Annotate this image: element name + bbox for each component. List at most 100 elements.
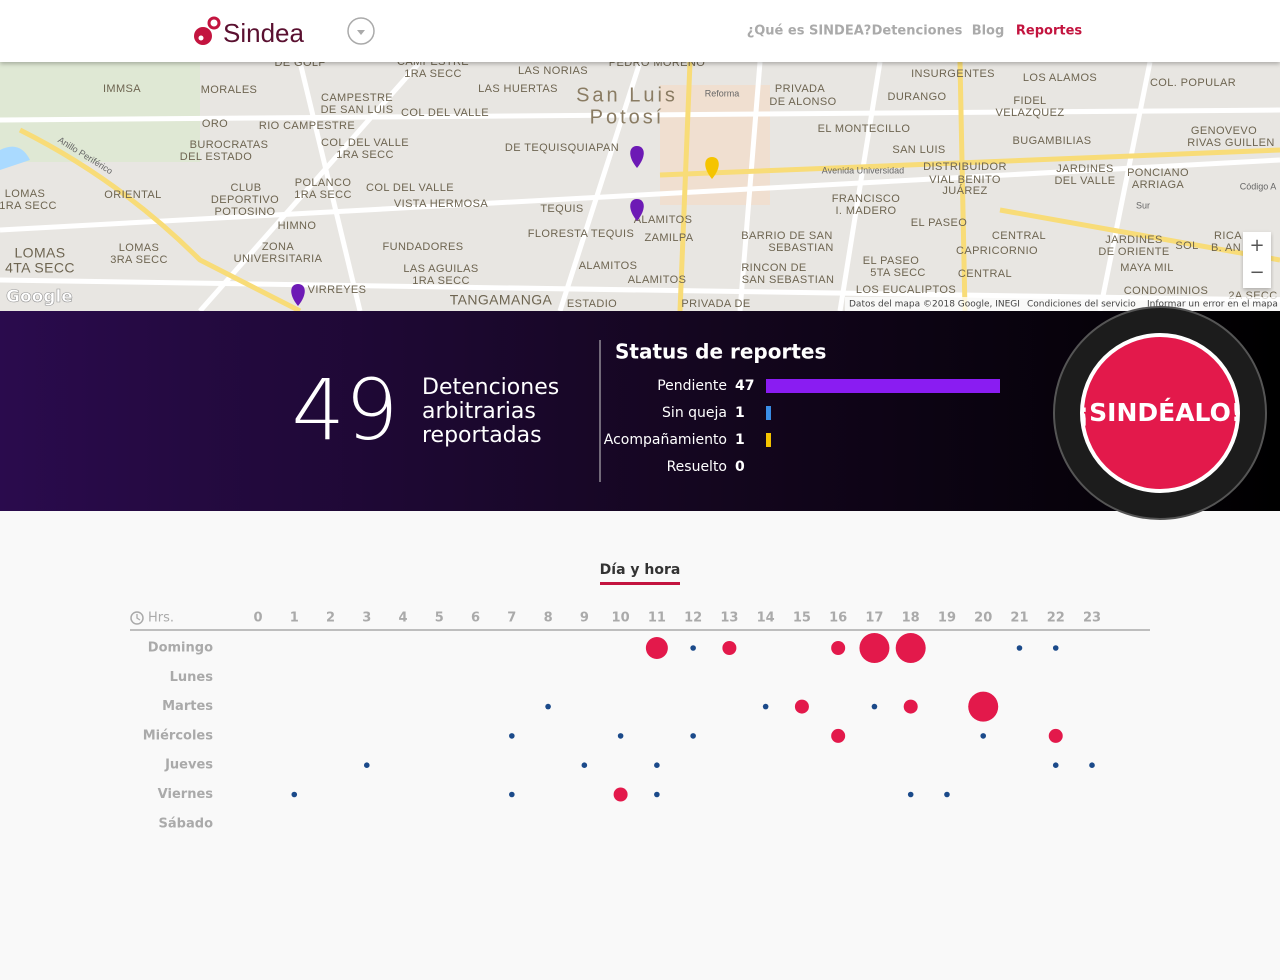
- map-label: DE ALONSO: [769, 96, 836, 108]
- status-bar: [766, 379, 1000, 393]
- map-label: DEL VALLE: [1054, 175, 1115, 187]
- map-label: LAS AGUILAS: [403, 263, 478, 275]
- zoom-in[interactable]: +: [1249, 235, 1264, 256]
- map-water: [0, 146, 30, 170]
- map-attribution: Datos del mapa ©2018 Google, INEGI: [849, 300, 1020, 310]
- day-label: Lunes: [170, 670, 214, 685]
- map-label: FUNDADORES: [382, 241, 463, 253]
- map-label: 1RA SECC: [0, 200, 57, 212]
- map-label: PEDRO MORENO: [609, 57, 706, 69]
- x-tick-label: 4: [399, 611, 408, 626]
- map-label: JARDINES: [1105, 234, 1163, 246]
- map-terms[interactable]: Condiciones del servicio: [1027, 300, 1136, 310]
- punch-dot: [1052, 645, 1059, 651]
- status-value: 1: [735, 432, 745, 448]
- map-label: POLANCO: [295, 177, 352, 189]
- map-label: DEL ESTADO: [180, 151, 253, 163]
- chart-title[interactable]: Día y hora: [600, 562, 681, 578]
- x-tick-label: 10: [612, 611, 630, 626]
- map-label: FRANCISCO: [832, 193, 900, 205]
- map-pin[interactable]: [630, 199, 644, 221]
- zoom-out[interactable]: −: [1249, 262, 1264, 283]
- x-tick-label: 20: [974, 611, 992, 626]
- dropdown[interactable]: [347, 17, 375, 45]
- map-label: 4TA SECC: [5, 260, 75, 276]
- status-title: Status de reportes: [615, 340, 826, 364]
- x-tick-label: 8: [544, 611, 553, 626]
- punch-dot: [722, 641, 737, 655]
- map-label: SAN SEBASTIAN: [742, 274, 835, 286]
- punch-dot: [645, 637, 668, 659]
- day-label: Martes: [162, 699, 213, 714]
- navbar: Sindea ¿Qué es SINDEA? Detenciones Blog Rep…: [0, 0, 1280, 62]
- punch-dot: [1048, 728, 1063, 743]
- x-tick-label: 18: [902, 611, 920, 626]
- punch-dot: [654, 791, 660, 798]
- map-label: JARDINES: [1056, 163, 1114, 175]
- status-bar: [766, 406, 771, 420]
- map-label: COL DEL VALLE: [401, 107, 489, 119]
- map-label: LAS HUERTAS: [478, 83, 558, 95]
- map-pin[interactable]: [291, 284, 305, 306]
- x-tick-label: 22: [1047, 611, 1065, 626]
- map-label: Potosí: [590, 106, 665, 128]
- x-tick-label: 7: [507, 611, 516, 626]
- punch-dot: [859, 633, 890, 663]
- x-tick-label: 9: [580, 611, 589, 626]
- tab-underline: [600, 582, 680, 585]
- logo-icon[interactable]: [194, 16, 221, 45]
- nav-link[interactable]: ¿Qué es SINDEA?: [747, 24, 872, 39]
- nav-link[interactable]: Reportes: [1016, 24, 1083, 39]
- map-label: ORIENTAL: [104, 189, 161, 201]
- punch-dot: [690, 733, 696, 739]
- map-label: SEBASTIAN: [768, 242, 833, 254]
- map-label: DE TEQUISQUIAPAN: [505, 142, 619, 154]
- map-pin[interactable]: [705, 157, 719, 179]
- map-report[interactable]: Informar un error en el mapa: [1147, 300, 1278, 310]
- map-label: MAYA MIL: [1120, 262, 1174, 274]
- nav-link[interactable]: Detenciones: [872, 24, 963, 39]
- punch-dot: [944, 791, 950, 798]
- map-label: 1RA SECC: [294, 189, 352, 201]
- x-tick-label: 19: [938, 611, 956, 626]
- punch-dot: [871, 703, 878, 710]
- x-axis-label: Hrs.: [148, 611, 174, 626]
- map-label: CENTRAL: [958, 268, 1012, 280]
- map-label: LOS EUCALIPTOS: [856, 284, 956, 296]
- x-tick-label: 0: [253, 611, 262, 626]
- map-label: VIAL BENITO: [929, 174, 1001, 186]
- map-label: Avenida Universidad: [822, 165, 904, 175]
- cta-button[interactable]: [1080, 333, 1240, 493]
- x-tick-label: 23: [1083, 611, 1101, 626]
- map-label: 3RA SECC: [110, 254, 168, 266]
- map-pins: [291, 146, 719, 306]
- day-label: Viernes: [158, 787, 214, 802]
- map-label: INSURGENTES: [911, 68, 995, 80]
- map-label: CONDOMINIOS: [1124, 285, 1208, 297]
- map-label: 1RA SECC: [336, 149, 394, 161]
- nav-link[interactable]: Blog: [972, 24, 1005, 39]
- cta-label[interactable]: ¡SINDÉALO!: [1078, 398, 1243, 427]
- status-name: Resuelto: [667, 459, 727, 475]
- map-label: DE ORIENTE: [1098, 246, 1169, 258]
- punch-dot: [613, 787, 628, 802]
- map-label: COL. POPULAR: [1150, 77, 1236, 89]
- punch-dot: [831, 641, 846, 655]
- caption: Detenciones: [422, 375, 559, 400]
- punch-dot: [968, 691, 999, 722]
- status-name: Pendiente: [657, 378, 727, 394]
- navbar-bg: [0, 0, 1280, 62]
- map-label: PRIVADA: [775, 83, 826, 95]
- map-label: ALAMITOS: [634, 214, 693, 226]
- x-tick-label: 1: [290, 611, 299, 626]
- x-tick-label: 14: [757, 611, 775, 626]
- punch-dot: [363, 762, 370, 768]
- map-label: SAN LUIS: [892, 144, 945, 156]
- x-tick-label: 5: [435, 611, 444, 626]
- map-label: GENOVEVO: [1191, 125, 1257, 137]
- map-pin[interactable]: [630, 146, 644, 168]
- map-label: ALAMITOS: [579, 260, 638, 272]
- brand[interactable]: Sindea: [223, 18, 304, 48]
